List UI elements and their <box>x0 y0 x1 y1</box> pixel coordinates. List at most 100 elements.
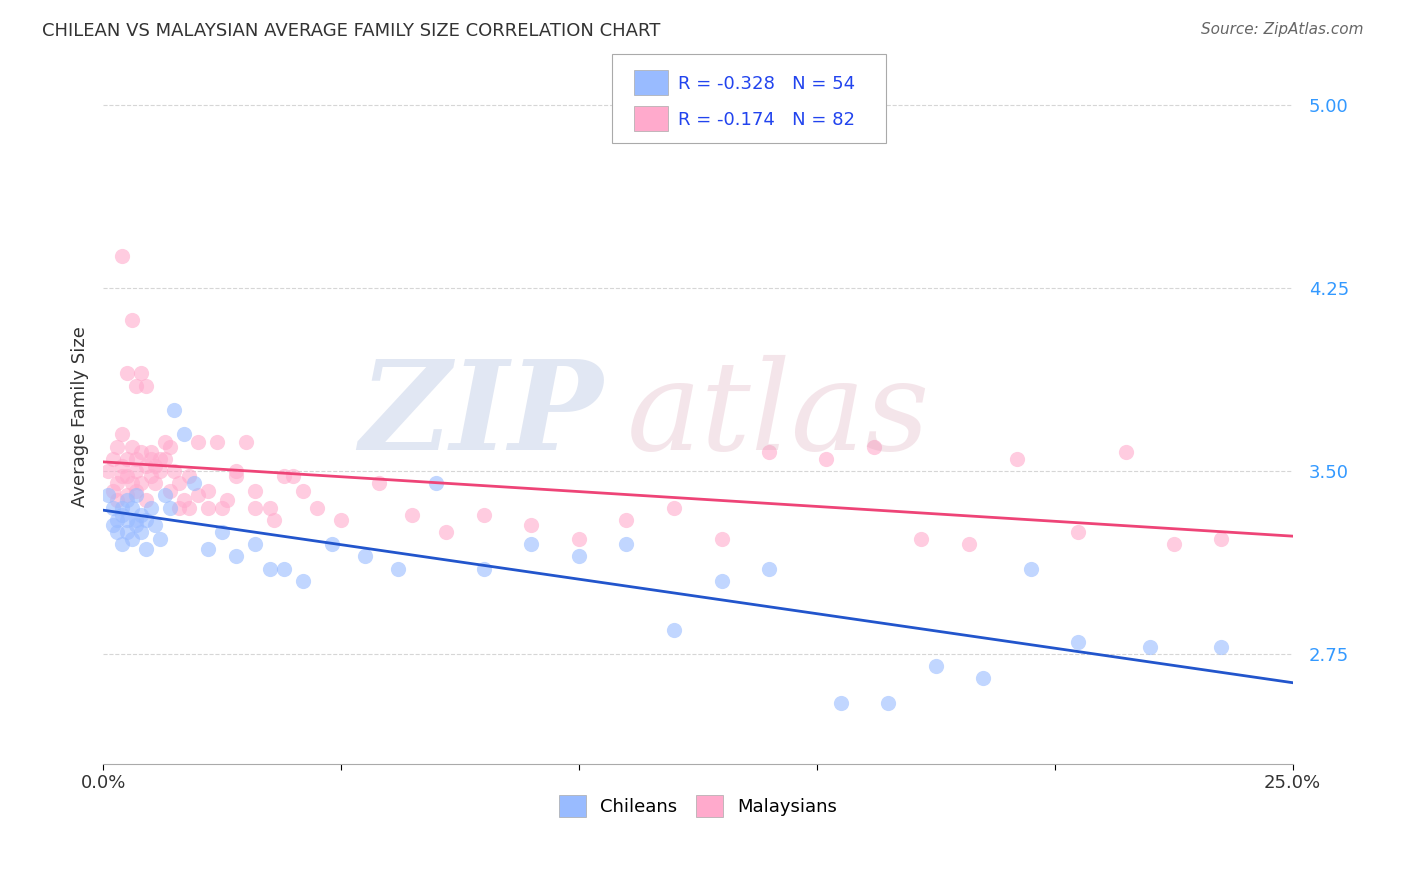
Point <box>472 562 495 576</box>
Point <box>1139 640 1161 654</box>
Point <box>211 524 233 539</box>
Point <box>121 440 143 454</box>
Point <box>107 513 129 527</box>
Point <box>145 459 167 474</box>
Point <box>111 500 134 515</box>
Point <box>401 508 423 522</box>
Point <box>259 562 281 576</box>
Point <box>129 367 152 381</box>
Point <box>662 500 685 515</box>
Point <box>173 427 195 442</box>
Point <box>830 696 852 710</box>
Point <box>368 476 391 491</box>
Point <box>1019 562 1042 576</box>
Text: R = -0.328   N = 54: R = -0.328 N = 54 <box>678 75 855 93</box>
Point <box>283 469 305 483</box>
Point <box>1067 635 1090 649</box>
Point <box>568 549 591 564</box>
Point <box>434 524 457 539</box>
Point <box>107 524 129 539</box>
Point <box>187 434 209 449</box>
Point <box>211 500 233 515</box>
Point <box>121 313 143 327</box>
Point <box>139 469 162 483</box>
Point <box>111 469 134 483</box>
Point <box>111 537 134 551</box>
Text: atlas: atlas <box>627 355 929 477</box>
Point <box>135 378 157 392</box>
Point <box>139 451 162 466</box>
Point <box>225 464 247 478</box>
Point <box>115 493 138 508</box>
Point <box>129 524 152 539</box>
Legend: Chileans, Malaysians: Chileans, Malaysians <box>551 788 844 824</box>
Point <box>121 500 143 515</box>
Point <box>115 524 138 539</box>
Point <box>1211 533 1233 547</box>
Text: CHILEAN VS MALAYSIAN AVERAGE FAMILY SIZE CORRELATION CHART: CHILEAN VS MALAYSIAN AVERAGE FAMILY SIZE… <box>42 22 661 40</box>
Point <box>520 517 543 532</box>
Point <box>111 459 134 474</box>
Point <box>163 464 186 478</box>
Point <box>291 483 314 498</box>
Point <box>235 434 257 449</box>
Point <box>245 483 267 498</box>
Point <box>115 451 138 466</box>
Point <box>167 476 190 491</box>
Point <box>972 672 994 686</box>
Point <box>153 488 176 502</box>
Point <box>135 459 157 474</box>
Point <box>225 549 247 564</box>
Point <box>245 537 267 551</box>
Point <box>307 500 329 515</box>
Point <box>125 451 148 466</box>
Point <box>197 500 219 515</box>
Point <box>125 378 148 392</box>
Point <box>111 249 134 263</box>
Point <box>121 533 143 547</box>
Point <box>97 464 120 478</box>
Point <box>145 517 167 532</box>
Point <box>225 469 247 483</box>
Point <box>187 488 209 502</box>
Point <box>616 537 638 551</box>
Point <box>129 444 152 458</box>
Point <box>107 493 129 508</box>
Point <box>121 476 143 491</box>
Point <box>115 367 138 381</box>
Point <box>107 440 129 454</box>
Point <box>101 451 124 466</box>
Point <box>153 451 176 466</box>
Point <box>425 476 447 491</box>
Point <box>163 403 186 417</box>
Point <box>568 533 591 547</box>
Point <box>472 508 495 522</box>
Point <box>863 440 886 454</box>
Point <box>101 483 124 498</box>
Point <box>1115 444 1137 458</box>
Point <box>273 562 295 576</box>
Point <box>330 513 353 527</box>
Point <box>135 493 157 508</box>
Point <box>758 444 780 458</box>
Point <box>149 464 172 478</box>
Point <box>259 500 281 515</box>
Point <box>1163 537 1185 551</box>
Point <box>910 533 932 547</box>
Point <box>125 464 148 478</box>
Point <box>129 476 152 491</box>
Point <box>957 537 980 551</box>
Point <box>125 488 148 502</box>
Point <box>125 483 148 498</box>
Point <box>101 517 124 532</box>
Point <box>177 500 200 515</box>
Point <box>387 562 409 576</box>
Point <box>710 533 733 547</box>
Point <box>135 542 157 557</box>
Point <box>273 469 295 483</box>
Point <box>153 434 176 449</box>
Point <box>111 508 134 522</box>
Point <box>263 513 285 527</box>
Point <box>877 696 900 710</box>
Point <box>291 574 314 588</box>
